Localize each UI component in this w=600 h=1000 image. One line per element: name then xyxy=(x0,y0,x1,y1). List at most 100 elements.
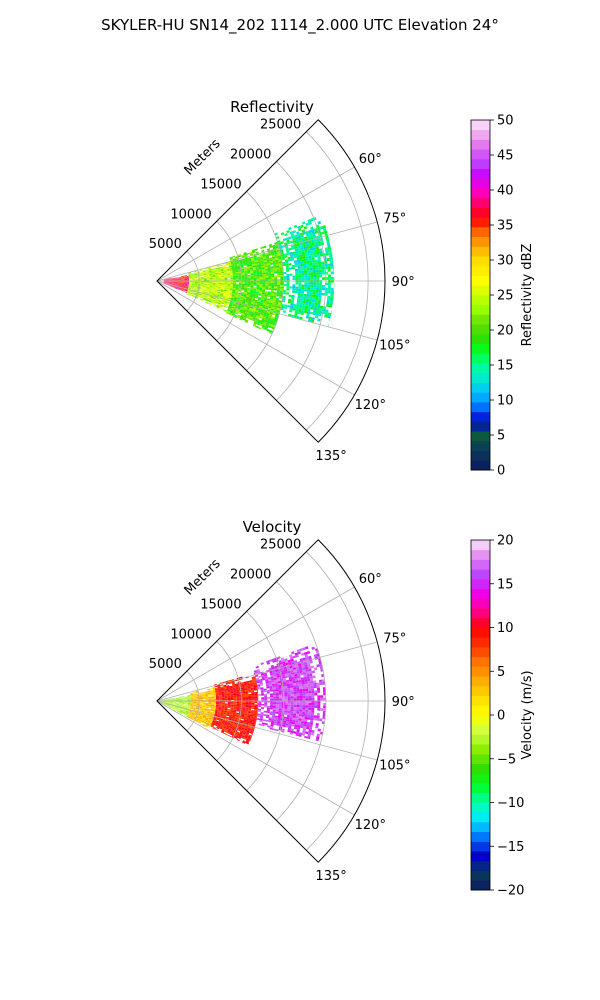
reflectivity-echo-cell xyxy=(311,257,315,261)
velocity-echo-cell xyxy=(193,703,197,705)
reflectivity-echo-cell xyxy=(199,289,203,291)
reflectivity-echo-cell xyxy=(224,285,228,287)
reflectivity-echo-cell xyxy=(333,290,335,294)
velocity-echo-cell xyxy=(193,698,197,699)
velocity-echo-cell xyxy=(245,694,249,696)
reflectivity-echo-cell xyxy=(303,246,307,250)
velocity-echo-cell xyxy=(223,687,227,690)
velocity-echo-cell xyxy=(164,702,167,704)
reflectivity-echo-cell xyxy=(330,271,334,275)
velocity-echo-cell xyxy=(219,718,223,721)
velocity-echo-cell xyxy=(242,695,246,698)
reflectivity-echo-cell xyxy=(178,283,182,284)
velocity-echo-cell xyxy=(215,704,219,707)
reflectivity-echo-cell xyxy=(186,292,190,294)
reflectivity-echo-cell xyxy=(263,321,267,325)
velocity-echo-cell xyxy=(243,682,248,685)
velocity-echo-cell xyxy=(192,710,196,713)
reflectivity-echo-cell xyxy=(184,284,188,286)
velocity-echo-cell xyxy=(247,686,251,689)
reflectivity-echo-cell xyxy=(166,278,170,280)
velocity-echo-cell xyxy=(172,702,176,704)
velocity-echo-cell xyxy=(190,694,194,696)
velocity-echo-cell xyxy=(211,696,215,698)
velocity-echo-cell xyxy=(296,696,300,699)
reflectivity-echo-cell xyxy=(310,250,314,254)
reflectivity-echo-cell xyxy=(212,278,216,280)
velocity-echo-cell xyxy=(260,673,265,676)
reflectivity-echo-cell xyxy=(234,293,238,296)
reflectivity-echo-cell xyxy=(234,295,238,298)
velocity-echo-cell xyxy=(244,728,248,731)
reflectivity-echo-cell xyxy=(284,233,288,237)
velocity-echo-cell xyxy=(287,694,291,697)
velocity-echo-cell xyxy=(253,716,257,719)
velocity-echo-cell xyxy=(265,679,269,682)
velocity-echo-cell xyxy=(317,708,321,711)
velocity-echo-cell xyxy=(212,727,216,730)
reflectivity-echo-cell xyxy=(310,239,315,243)
velocity-echo-cell xyxy=(171,706,175,709)
reflectivity-echo-cell xyxy=(168,285,172,287)
velocity-echo-cell xyxy=(181,702,185,704)
reflectivity-echo-cell xyxy=(304,305,309,309)
reflectivity-echo-cell xyxy=(175,277,179,278)
reflectivity-echo-cell xyxy=(294,313,298,316)
velocity-echo-cell xyxy=(278,702,282,705)
reflectivity-echo-cell xyxy=(239,260,243,263)
velocity-echo-cell xyxy=(299,648,304,652)
reflectivity-echo-cell xyxy=(216,265,220,267)
reflectivity-echo-cell xyxy=(192,295,195,297)
reflectivity-echo-cell xyxy=(244,287,248,290)
velocity-echo-cell xyxy=(233,710,237,713)
reflectivity-echo-cell xyxy=(264,310,268,313)
reflectivity-echo-cell xyxy=(270,269,275,273)
velocity-echo-cell xyxy=(290,706,294,710)
reflectivity-echo-cell xyxy=(209,287,213,290)
reflectivity-echo-cell xyxy=(261,292,265,295)
reflectivity-echo-cell xyxy=(230,276,233,278)
reflectivity-echo-cell xyxy=(200,272,204,274)
velocity-echo-cell xyxy=(301,686,306,690)
velocity-echo-cell xyxy=(199,705,203,707)
velocity-echo-cell xyxy=(229,685,233,688)
velocity-echo-cell xyxy=(245,702,249,705)
velocity-echo-cell xyxy=(187,705,191,707)
reflectivity-echo-cell xyxy=(262,274,266,277)
velocity-echo-cell xyxy=(233,706,237,708)
reflectivity-echo-cell xyxy=(291,235,295,239)
velocity-echo-cell xyxy=(245,698,249,700)
reflectivity-echo-cell xyxy=(166,282,170,284)
reflectivity-echo-cell xyxy=(309,294,313,298)
velocity-echo-cell xyxy=(316,713,320,716)
reflectivity-echo-cell xyxy=(244,304,248,308)
reflectivity-echo-cell xyxy=(163,279,167,281)
reflectivity-echo-cell xyxy=(218,275,222,277)
reflectivity-echo-cell xyxy=(253,273,257,275)
velocity-echo-cell xyxy=(293,693,297,697)
velocity-colorbar-swatch xyxy=(471,734,490,745)
reflectivity-echo-cell xyxy=(274,277,278,280)
velocity-echo-cell xyxy=(289,665,293,669)
velocity-echo-cell xyxy=(267,697,271,699)
velocity-echo-cell xyxy=(199,696,203,698)
velocity-radial-tick-label: 25000 xyxy=(260,538,301,553)
velocity-echo-cell xyxy=(204,720,208,723)
reflectivity-echo-cell xyxy=(185,291,188,293)
reflectivity-echo-cell xyxy=(234,294,238,297)
velocity-echo-cell xyxy=(229,686,233,689)
velocity-echo-cell xyxy=(203,714,207,716)
reflectivity-echo-cell xyxy=(321,264,325,267)
velocity-echo-cell xyxy=(282,663,286,667)
velocity-echo-cell xyxy=(246,718,250,721)
reflectivity-echo-cell xyxy=(311,301,315,305)
reflectivity-colorbar-swatch xyxy=(471,158,490,170)
velocity-radial-tick-label: 10000 xyxy=(170,627,211,642)
reflectivity-echo-cell xyxy=(226,290,230,292)
velocity-echo-cell xyxy=(187,699,191,701)
reflectivity-echo-cell xyxy=(186,292,190,295)
velocity-echo-cell xyxy=(205,701,209,703)
velocity-echo-cell xyxy=(232,687,236,690)
velocity-echo-cell xyxy=(208,706,212,708)
